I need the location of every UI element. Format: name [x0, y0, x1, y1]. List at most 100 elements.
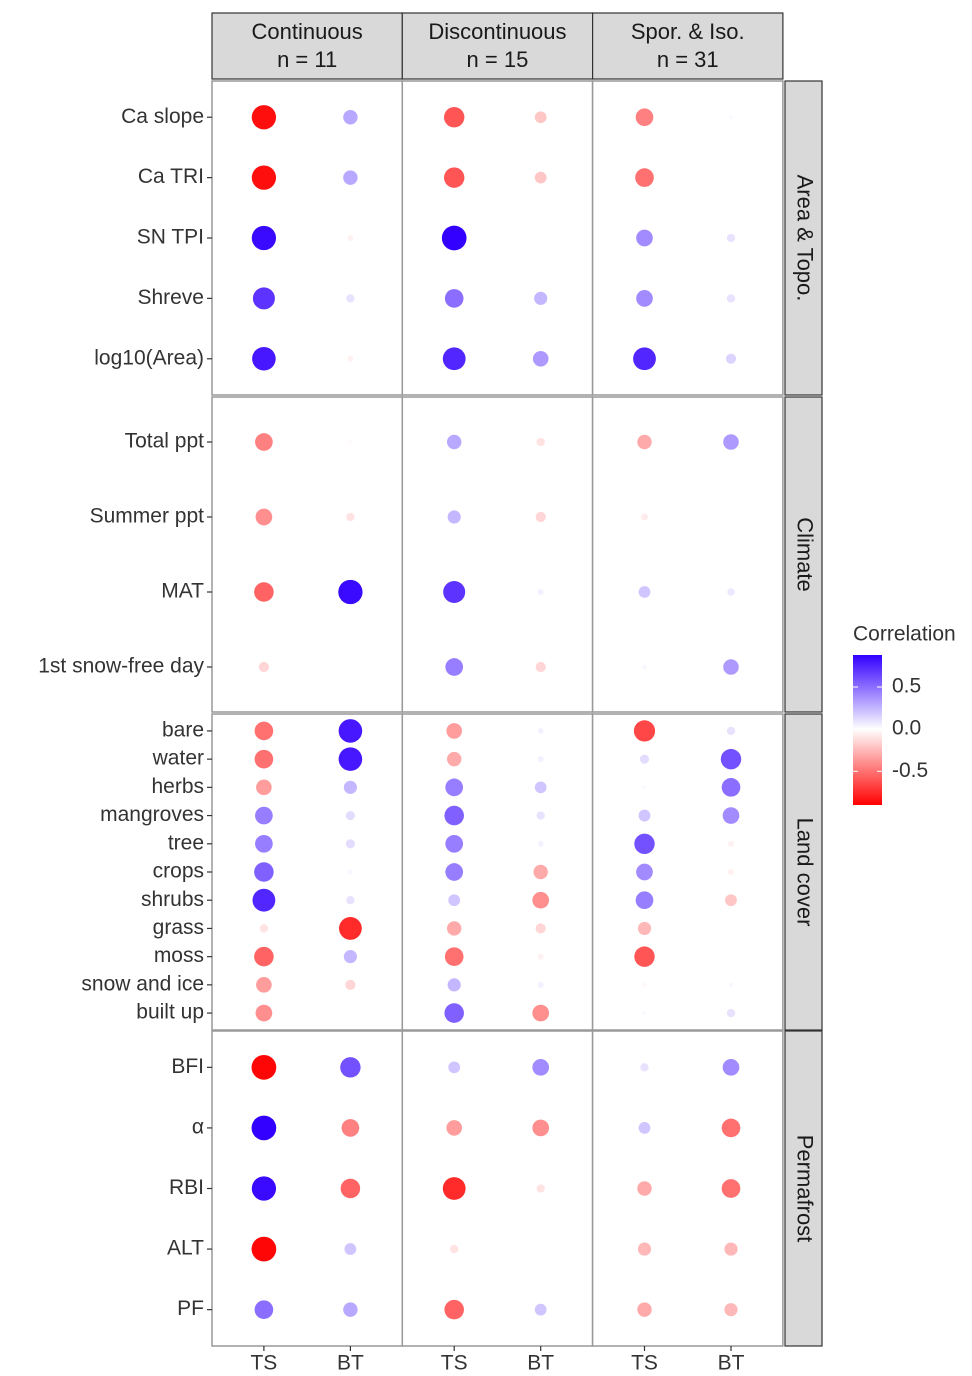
dot	[444, 805, 464, 826]
row-strip-label: Area & Topo.	[793, 175, 818, 302]
dot	[445, 658, 464, 676]
column-strip	[591, 12, 784, 80]
dot	[637, 1181, 652, 1196]
panel	[401, 80, 594, 396]
y-tick-label: log10(Area)	[94, 346, 204, 369]
dot	[345, 839, 355, 849]
y-tick-label: grass	[153, 916, 204, 939]
dot	[445, 863, 464, 881]
dot	[338, 579, 363, 605]
dot	[442, 1177, 466, 1200]
dot	[725, 894, 737, 907]
dot	[536, 437, 545, 447]
panel	[401, 713, 594, 1031]
dot	[723, 434, 739, 450]
column-n: n = 15	[467, 47, 529, 72]
dot	[534, 171, 547, 184]
dot	[255, 834, 273, 853]
dot	[255, 806, 273, 825]
dot	[443, 107, 465, 128]
dot	[340, 1178, 361, 1199]
dot	[726, 1008, 736, 1018]
dot	[637, 434, 652, 450]
dot	[254, 946, 274, 967]
dot	[251, 1054, 277, 1080]
dot	[540, 1248, 542, 1250]
dot	[537, 589, 544, 595]
panel	[401, 396, 594, 713]
dot	[446, 751, 462, 767]
dot	[343, 110, 358, 125]
dot	[533, 864, 548, 880]
dot	[349, 666, 351, 668]
dot	[345, 979, 356, 990]
y-tick-label: Ca TRI	[138, 165, 204, 188]
dot	[729, 115, 733, 120]
y-tick-label: bare	[162, 718, 204, 741]
dot	[726, 726, 736, 736]
y-tick-label: 1st snow-free day	[38, 655, 204, 678]
panel	[211, 713, 404, 1031]
y-tick-label: Shreve	[137, 286, 204, 309]
column-title: Spor. & Iso.	[631, 19, 745, 44]
x-tick-label: BT	[337, 1352, 364, 1375]
dot	[724, 1242, 738, 1256]
dot	[447, 978, 461, 992]
dot	[532, 1059, 550, 1076]
dot	[638, 809, 651, 822]
dot	[637, 1302, 652, 1317]
dot	[345, 811, 355, 821]
dot	[445, 834, 464, 853]
y-tick-label: snow and ice	[81, 972, 204, 995]
dot	[722, 807, 740, 824]
column-strip	[211, 12, 403, 80]
dot	[251, 1176, 277, 1201]
dot	[446, 434, 462, 450]
dot	[725, 353, 737, 364]
dot	[348, 440, 353, 444]
row-strip	[784, 396, 823, 713]
dot	[537, 981, 544, 988]
panel	[591, 80, 784, 396]
dot	[638, 586, 651, 598]
dot	[636, 863, 653, 881]
panel	[591, 713, 784, 1031]
dot	[723, 659, 739, 675]
dot	[532, 1119, 550, 1137]
panel	[211, 80, 404, 396]
dot	[254, 749, 274, 769]
dot	[255, 433, 273, 451]
y-tick-label: BFI	[171, 1055, 204, 1078]
dot	[637, 921, 652, 936]
dot	[534, 291, 548, 305]
dot	[636, 290, 653, 307]
y-tick-label: ALT	[167, 1237, 204, 1260]
dot	[726, 294, 736, 303]
dot	[641, 513, 648, 521]
dot	[540, 237, 542, 239]
dot	[532, 891, 550, 909]
y-tick-label: PF	[177, 1297, 204, 1320]
dot	[642, 664, 647, 670]
dot	[343, 1302, 358, 1317]
dot	[535, 661, 546, 673]
dot	[256, 977, 272, 993]
dot	[532, 1004, 550, 1022]
dot	[721, 1118, 741, 1138]
colorbar	[853, 655, 882, 805]
dot	[642, 982, 647, 988]
dot	[728, 869, 734, 875]
dot	[640, 1063, 649, 1072]
dot	[446, 921, 462, 936]
dot	[536, 811, 545, 820]
dot	[347, 355, 354, 362]
y-tick-label: α	[192, 1115, 204, 1138]
column-strip	[401, 12, 594, 80]
dot	[633, 720, 656, 742]
dot	[344, 1243, 357, 1255]
colorbar-label: 0.5	[892, 675, 921, 698]
row-strip	[784, 1030, 823, 1347]
dot	[252, 888, 276, 912]
legend-title: Correlation	[853, 623, 956, 646]
dot	[730, 956, 732, 958]
